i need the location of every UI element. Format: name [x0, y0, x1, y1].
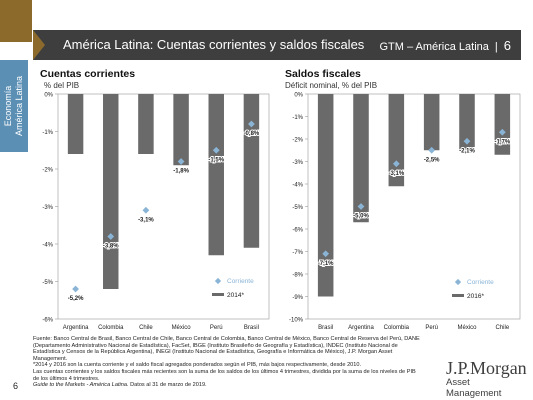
ca-x-tick-label: Brasil	[244, 325, 259, 331]
header-right: GTM – América Latina | 6	[379, 38, 511, 53]
ca-y-tick-label: -3%	[42, 205, 53, 211]
ca-data-label: -0,8%	[244, 131, 260, 137]
current-account-chart: 0% -1% -2% -3% -4% -5% -6% -5,2% Argentina -3,8% C…	[42, 93, 270, 331]
fb-bar	[388, 94, 405, 187]
fb-y-tick-label: -10%	[289, 318, 304, 324]
fiscal-balance-chart: 0% -1% -2% -3% -4% -5% -6% -7% -8% -9% -10% -7,1% Br…	[289, 93, 521, 331]
ca-marker	[107, 233, 115, 240]
footer-date: Datos al 31 de marzo de 2019.	[128, 382, 207, 389]
fb-bar	[353, 94, 369, 223]
header-bar: América Latina: Cuentas corrientes y sal…	[33, 30, 521, 60]
ca-data-label: -3,8%	[103, 244, 119, 250]
fb-data-label: -3,1%	[388, 171, 404, 177]
section-tab	[0, 0, 32, 42]
header-chevron	[33, 30, 45, 60]
ca-x-tick-label: Argentina	[63, 325, 89, 331]
fb-data-label: -2,5%	[424, 157, 440, 163]
ca-marker	[72, 285, 79, 293]
fb-data-label: -7,1%	[318, 261, 334, 267]
left-panel-title: Cuentas corrientes	[40, 68, 136, 80]
ca-marker	[177, 158, 185, 165]
fb-legend-label-year: 2016*	[467, 293, 484, 300]
right-panel-subtitle: Déficit nominal, % del PIB	[285, 81, 378, 90]
jpmorgan-logo: J.P.Morgan Asset Management	[446, 358, 527, 399]
footer-guide: Guide to the Markets - América Latina.	[33, 382, 129, 389]
ca-y-tick-label: 0%	[44, 93, 53, 99]
fb-x-tick-label: México	[457, 325, 477, 331]
fb-x-tick-label: Perú	[425, 325, 438, 331]
fb-legend-marker-swatch	[454, 278, 462, 286]
logo-name: J.P.Morgan	[446, 358, 527, 378]
footer-source: Fuente: Banco Central de Brasil, Banco C…	[33, 336, 420, 362]
page-number: 6	[13, 381, 19, 391]
fb-bar	[494, 94, 511, 155]
ca-x-tick-label: Colombia	[98, 325, 124, 331]
guide-name: GTM – América Latina	[379, 41, 489, 53]
ca-data-label: -1,5%	[208, 157, 224, 163]
fb-marker	[322, 250, 330, 258]
ca-bar	[173, 94, 189, 166]
fb-data-label: -1,7%	[494, 139, 510, 145]
section-label-text: Economía América Latina	[3, 75, 24, 137]
ca-bar	[208, 94, 224, 256]
ca-x-tick-label: Perú	[210, 325, 223, 331]
fb-x-tick-label: Colombia	[384, 325, 410, 331]
fb-y-tick-label: -9%	[292, 295, 303, 301]
ca-bar	[138, 94, 154, 154]
fb-marker	[392, 160, 400, 168]
fb-marker	[428, 146, 436, 154]
fb-x-tick-label: Brasil	[318, 325, 333, 331]
ca-legend-label-current: Corriente	[227, 278, 254, 285]
ca-plot-frame	[57, 93, 270, 320]
fb-y-tick-label: -5%	[292, 205, 303, 211]
ca-x-tick-label: México	[172, 325, 192, 331]
header-page-number: 6	[503, 38, 511, 53]
ca-data-label: -5,2%	[68, 296, 84, 302]
ca-legend-label-year: 2014*	[227, 292, 244, 299]
fb-y-tick-label: -8%	[292, 273, 303, 279]
ca-x-tick-label: Chile	[139, 325, 153, 331]
fb-y-tick-label: -2%	[292, 138, 303, 144]
ca-y-tick-label: -6%	[42, 318, 53, 324]
fb-legend-bar-swatch	[452, 294, 464, 297]
ca-data-label: -3,1%	[138, 217, 154, 223]
fb-x-tick-label: Chile	[495, 325, 509, 331]
fb-bar	[423, 94, 440, 151]
ca-y-tick-label: -1%	[42, 130, 53, 136]
right-panel-title: Saldos fiscales	[285, 68, 361, 80]
section-label: Economía América Latina	[0, 60, 28, 152]
footer-note-2: Las cuentas corrientes y los saldos fisc…	[33, 368, 416, 382]
fb-y-tick-label: -3%	[292, 160, 303, 166]
fb-y-tick-label: -1%	[292, 115, 303, 121]
fb-y-tick-label: -4%	[292, 183, 303, 189]
fb-y-tick-label: -6%	[292, 228, 303, 234]
header-separator: |	[494, 41, 498, 53]
fb-legend-label-current: Corriente	[467, 279, 494, 286]
ca-marker	[142, 206, 150, 214]
fb-data-label: -5,0%	[353, 214, 369, 220]
page-title: América Latina: Cuentas corrientes y sal…	[63, 37, 365, 52]
ca-bar	[67, 94, 84, 154]
ca-y-tick-label: -4%	[42, 243, 53, 249]
fb-marker	[357, 203, 365, 210]
logo-subtitle: Asset Management	[446, 377, 502, 399]
fb-y-tick-label: 0%	[294, 93, 303, 99]
ca-data-label: -1,8%	[173, 169, 189, 175]
ca-legend-marker-swatch	[214, 277, 222, 285]
ca-bar	[243, 94, 260, 248]
ca-y-tick-label: -2%	[42, 168, 53, 174]
fb-data-label: -2,1%	[459, 148, 475, 154]
fb-y-tick-label: -7%	[292, 250, 303, 256]
footer-note-1: *2014 y 2016 son la cuenta corriente y e…	[33, 362, 362, 369]
fb-bar	[317, 94, 334, 297]
ca-y-tick-label: -5%	[42, 280, 53, 286]
fb-bar	[459, 94, 475, 151]
fb-x-tick-label: Argentina	[348, 325, 374, 331]
left-panel-subtitle: % del PIB	[44, 81, 80, 90]
ca-legend-bar-swatch	[212, 293, 224, 296]
footer-notes: Fuente: Banco Central de Brasil, Banco C…	[33, 336, 423, 389]
ca-bar	[103, 94, 119, 289]
